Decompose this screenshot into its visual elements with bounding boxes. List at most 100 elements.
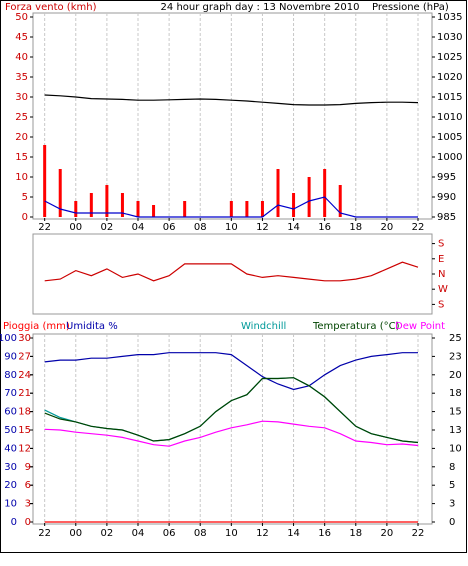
y-tick-label: 1035: [437, 12, 462, 23]
x-tick-label: 00: [69, 222, 82, 233]
plot-frame: [32, 333, 433, 525]
y-tick-label: 21: [18, 388, 31, 399]
y-tick-label: 3: [449, 499, 455, 510]
y-tick-label: 18: [449, 388, 462, 399]
y-tick-label: 9: [25, 462, 31, 473]
bar: [183, 201, 187, 217]
series-line: [44, 94, 419, 106]
x-tick-label: 16: [318, 528, 331, 539]
bar: [43, 145, 47, 217]
pressure-axis-label: Pressione (hPa): [372, 2, 449, 13]
bar: [74, 201, 78, 217]
y-tick-label: 25: [15, 112, 28, 123]
plot-frame: [32, 12, 433, 220]
bar: [58, 169, 62, 217]
bar: [136, 201, 140, 217]
y-tick-label: 6: [25, 480, 31, 491]
bar: [292, 193, 296, 217]
x-tick-label: 12: [256, 222, 269, 233]
y-tick-label: 35: [15, 72, 28, 83]
wind-axis-label: Forza vento (kmh): [5, 2, 97, 13]
y-tick-label: 0: [22, 212, 28, 223]
x-tick-label: 14: [287, 528, 300, 539]
y-tick-label: 15: [449, 407, 462, 418]
y-tick-label: 0: [25, 517, 31, 528]
x-tick-label: 20: [381, 528, 394, 539]
chart-title: 24 hour graph day : 13 Novembre 2010: [161, 2, 360, 13]
y-tick-label: 5: [449, 480, 455, 491]
y-tick-label: 25: [449, 333, 462, 344]
y-tick-label: 18: [18, 407, 31, 418]
series-line: [44, 196, 418, 218]
y-tick-label: 10: [15, 172, 28, 183]
y-tick-label: 40: [4, 443, 17, 454]
x-tick-label: 10: [225, 222, 238, 233]
bar: [89, 193, 93, 217]
y-tick-label: 10: [4, 499, 17, 510]
y-tick-label: 1020: [437, 72, 462, 83]
y-tick-label: 60: [4, 407, 17, 418]
y-tick-label: 30: [15, 92, 28, 103]
y-tick-label: 12: [18, 443, 31, 454]
y-tick-label: 80: [4, 370, 17, 381]
y-tick-label: 995: [437, 172, 456, 183]
y-tick-label: 45: [15, 32, 28, 43]
legend-entry: Temperatura (°C): [312, 321, 400, 332]
y-tick-label: 1015: [437, 92, 462, 103]
legend-entry: Windchill: [241, 321, 286, 332]
bar: [323, 169, 327, 217]
y-tick-label: 70: [4, 388, 17, 399]
x-tick-label: 20: [381, 222, 394, 233]
bar: [338, 185, 342, 217]
bar: [260, 201, 264, 217]
bar: [105, 185, 109, 217]
y-tick-label: 990: [437, 192, 456, 203]
series-line: [44, 377, 419, 444]
y-tick-label: 20: [15, 132, 28, 143]
legend-entry: Dew Point: [395, 321, 445, 332]
y-tick-label: 0: [11, 517, 17, 528]
y-tick-label: 15: [15, 152, 28, 163]
y-tick-label: 1010: [437, 112, 462, 123]
x-tick-label: 04: [132, 528, 145, 539]
y-tick-label: 13: [449, 425, 462, 436]
x-tick-label: 10: [225, 528, 238, 539]
legend-entry: Umidita %: [66, 321, 118, 332]
x-tick-label: 08: [194, 528, 207, 539]
bar: [276, 169, 280, 217]
x-tick-label: 22: [412, 528, 425, 539]
y-tick-label: 1025: [437, 52, 462, 63]
series-line: [44, 420, 419, 447]
y-tick-label: 30: [4, 462, 17, 473]
y-tick-label: 1030: [437, 32, 462, 43]
bar: [152, 205, 156, 217]
y-tick-label: 40: [15, 52, 28, 63]
y-tick-label: 5: [22, 192, 28, 203]
x-tick-label: 16: [318, 222, 331, 233]
y-tick-label: 27: [18, 351, 31, 362]
x-tick-label: 04: [132, 222, 145, 233]
x-tick-label: 18: [349, 222, 362, 233]
series-line: [44, 352, 418, 391]
y-tick-label: S: [438, 299, 444, 310]
y-tick-label: 0: [449, 517, 455, 528]
y-tick-label: 90: [4, 351, 17, 362]
bar: [245, 201, 249, 217]
y-tick-label: N: [438, 269, 445, 280]
x-tick-label: 00: [69, 528, 82, 539]
series-line: [44, 261, 419, 282]
x-tick-label: 06: [163, 222, 176, 233]
x-tick-label: 18: [349, 528, 362, 539]
y-tick-label: 23: [449, 351, 462, 362]
y-tick-label: W: [438, 284, 448, 295]
y-tick-label: 3: [25, 499, 31, 510]
y-tick-label: 30: [18, 333, 31, 344]
y-tick-label: 20: [4, 480, 17, 491]
x-tick-label: 12: [256, 528, 269, 539]
y-tick-label: 20: [449, 370, 462, 381]
x-tick-label: 22: [38, 528, 51, 539]
x-tick-label: 02: [101, 222, 114, 233]
y-tick-label: 985: [437, 212, 456, 223]
y-tick-label: 1000: [437, 152, 462, 163]
